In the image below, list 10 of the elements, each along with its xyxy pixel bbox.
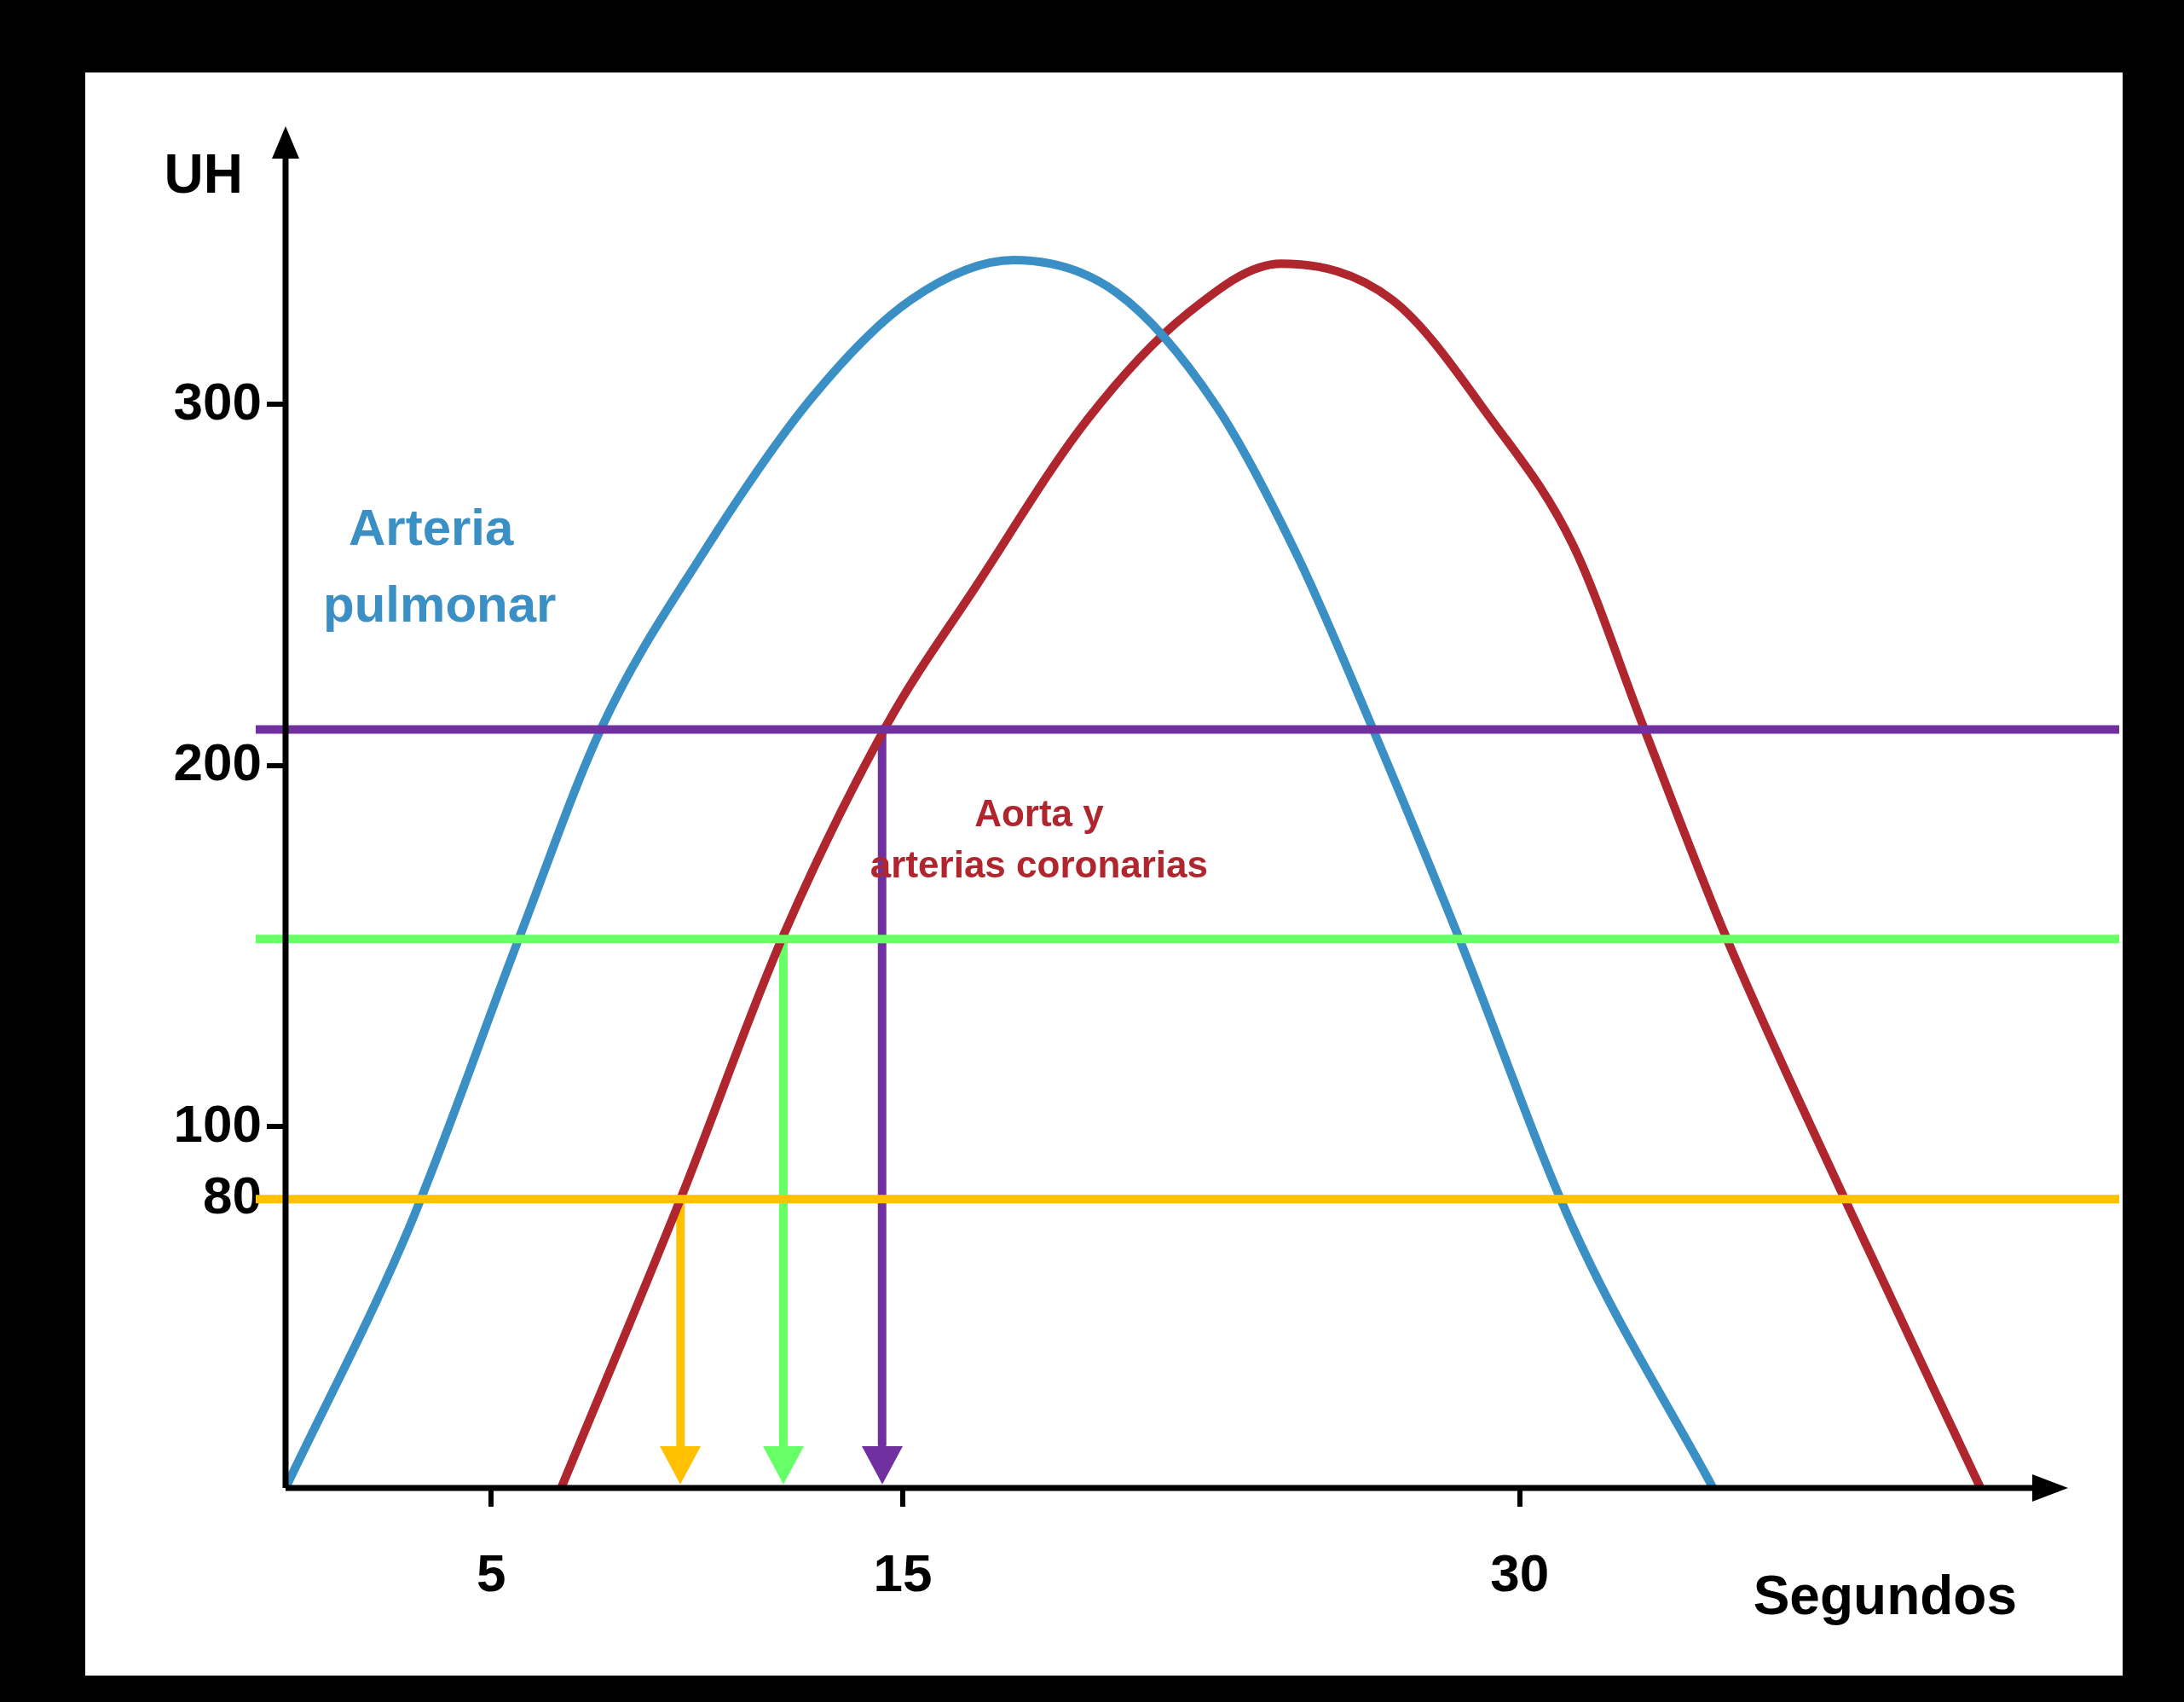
x-axis-title: Segundos bbox=[1753, 1564, 2017, 1626]
y-tick-label: 80 bbox=[203, 1166, 262, 1225]
series-label: Arteria pulmonar bbox=[323, 498, 557, 633]
y-tick-label: 300 bbox=[173, 371, 262, 431]
x-tick-label: 5 bbox=[477, 1543, 506, 1603]
y-tick-label: 100 bbox=[173, 1093, 262, 1153]
x-tick-label: 15 bbox=[873, 1543, 933, 1603]
x-tick-label: 30 bbox=[1490, 1543, 1550, 1603]
y-axis-title: UH bbox=[164, 142, 243, 205]
y-tick-label: 200 bbox=[173, 732, 262, 792]
